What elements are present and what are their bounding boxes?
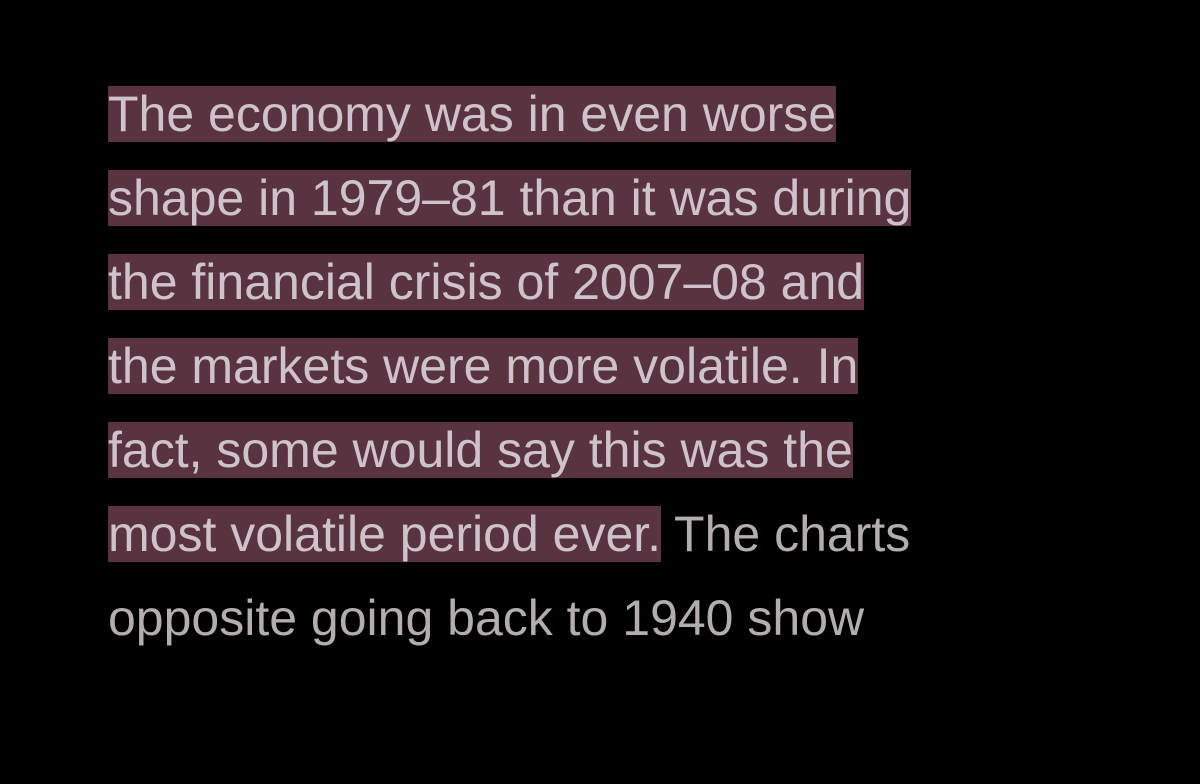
text-line-4: the markets were more volatile. In [108, 324, 1108, 408]
plain-text: The charts [661, 506, 911, 562]
highlighted-text[interactable]: the markets were more volatile. In [108, 338, 859, 394]
highlighted-text[interactable]: most volatile period ever. [108, 506, 662, 562]
highlighted-text[interactable]: shape in 1979–81 than it was during [108, 170, 912, 226]
text-line-1: The economy was in even worse [108, 72, 1108, 156]
text-line-7: opposite going back to 1940 show [108, 576, 1108, 660]
text-line-3: the financial crisis of 2007–08 and [108, 240, 1108, 324]
highlighted-text[interactable]: fact, some would say this was the [108, 422, 853, 478]
text-line-5: fact, some would say this was the [108, 408, 1108, 492]
plain-text: opposite going back to 1940 show [108, 590, 865, 646]
highlighted-text[interactable]: The economy was in even worse [108, 86, 837, 142]
text-line-2: shape in 1979–81 than it was during [108, 156, 1108, 240]
text-line-6: most volatile period ever. The charts [108, 492, 1108, 576]
text-passage[interactable]: The economy was in even worse shape in 1… [108, 72, 1108, 660]
highlighted-text[interactable]: the financial crisis of 2007–08 and [108, 254, 865, 310]
